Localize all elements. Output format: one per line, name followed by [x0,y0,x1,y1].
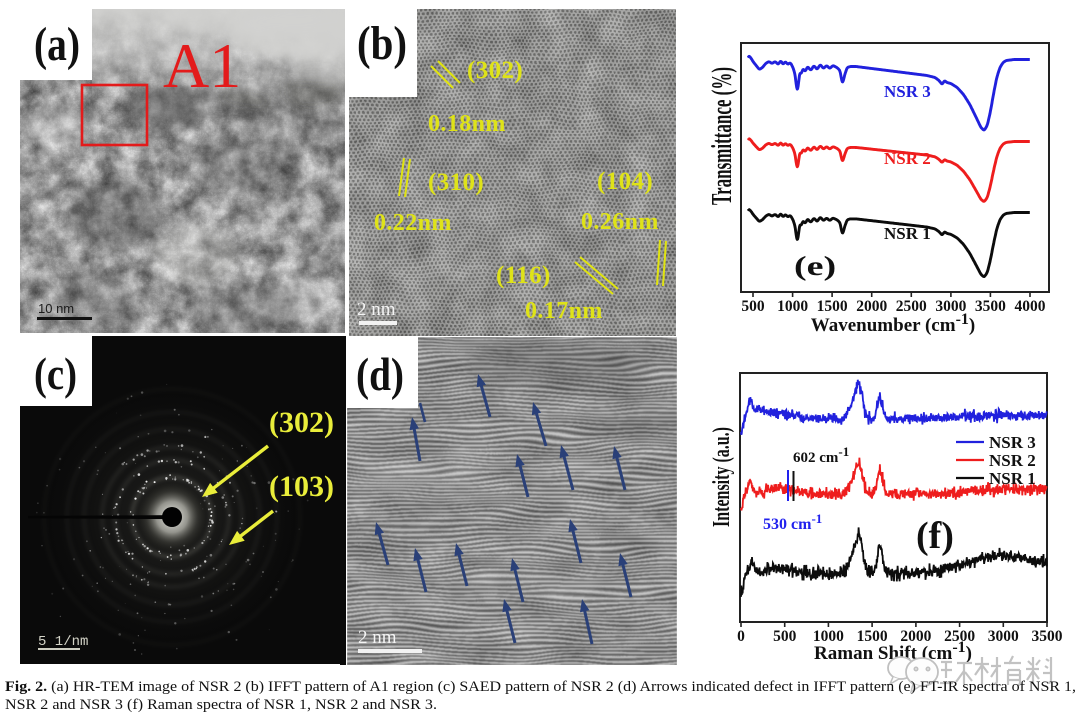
svg-text:(d): (d) [356,349,404,401]
svg-text:1500: 1500 [817,298,848,315]
svg-text:1000: 1000 [813,628,844,645]
svg-text:NSR 2: NSR 2 [884,149,931,168]
svg-text:NSR 2: NSR 2 [989,451,1036,470]
svg-text:(c): (c) [34,349,77,399]
svg-text:0: 0 [737,628,745,645]
svg-text:530 cm-1: 530 cm-1 [763,511,822,533]
svg-text:5 1/nm: 5 1/nm [38,634,88,650]
svg-text:Intensity (a.u.): Intensity (a.u.) [709,427,735,527]
svg-text:602 cm-1: 602 cm-1 [793,444,849,466]
svg-text:(a): (a) [34,18,80,71]
svg-text:4000: 4000 [1015,298,1046,315]
svg-text:NSR 3: NSR 3 [884,82,931,101]
svg-text:3500: 3500 [1032,628,1063,645]
svg-text:2000: 2000 [856,298,887,315]
svg-text:2000: 2000 [900,628,931,645]
svg-text:0.17nm: 0.17nm [525,298,603,324]
svg-text:A1: A1 [163,30,241,101]
svg-text:0.22nm: 0.22nm [374,210,452,236]
svg-text:500: 500 [741,298,765,315]
svg-text:2500: 2500 [944,628,975,645]
svg-text:(e): (e) [794,251,836,282]
svg-text:Wavenumber (cm-1): Wavenumber (cm-1) [811,311,975,336]
svg-text:3000: 3000 [988,628,1019,645]
svg-text:3500: 3500 [975,298,1006,315]
svg-text:NSR 2 and NSR 3 (f) Raman spec: NSR 2 and NSR 3 (f) Raman spectra of NSR… [5,697,437,713]
svg-text:10 nm: 10 nm [38,301,74,316]
svg-text:2500: 2500 [896,298,927,315]
svg-text:Transmittance (%): Transmittance (%) [706,67,738,205]
svg-text:2 nm: 2 nm [357,299,396,320]
svg-text:0.18nm: 0.18nm [428,111,506,137]
svg-text:(302): (302) [269,406,334,439]
svg-text:500: 500 [773,628,797,645]
svg-text:1500: 1500 [857,628,888,645]
svg-text:(104): (104) [597,168,653,195]
svg-text:Raman Shift (cm-1): Raman Shift (cm-1) [814,639,972,664]
svg-text:(116): (116) [496,262,551,289]
svg-text:1000: 1000 [777,298,808,315]
svg-text:(302): (302) [467,57,523,84]
svg-text:(310): (310) [428,169,484,196]
svg-text:NSR 1: NSR 1 [884,224,931,243]
svg-text:0.26nm: 0.26nm [581,209,659,235]
svg-text:NSR 3: NSR 3 [989,433,1036,452]
svg-text:(103): (103) [269,470,334,503]
svg-text:2 nm: 2 nm [358,627,397,648]
svg-text:NSR 1: NSR 1 [989,469,1036,488]
svg-text:3000: 3000 [935,298,966,315]
svg-text:(f): (f) [916,515,954,557]
svg-text:Fig. 2. (a) HR-TEM image of N: Fig. 2. (a) HR-TEM image of NSR 2 (b) IF… [5,679,1076,695]
svg-text:(b): (b) [357,17,407,70]
